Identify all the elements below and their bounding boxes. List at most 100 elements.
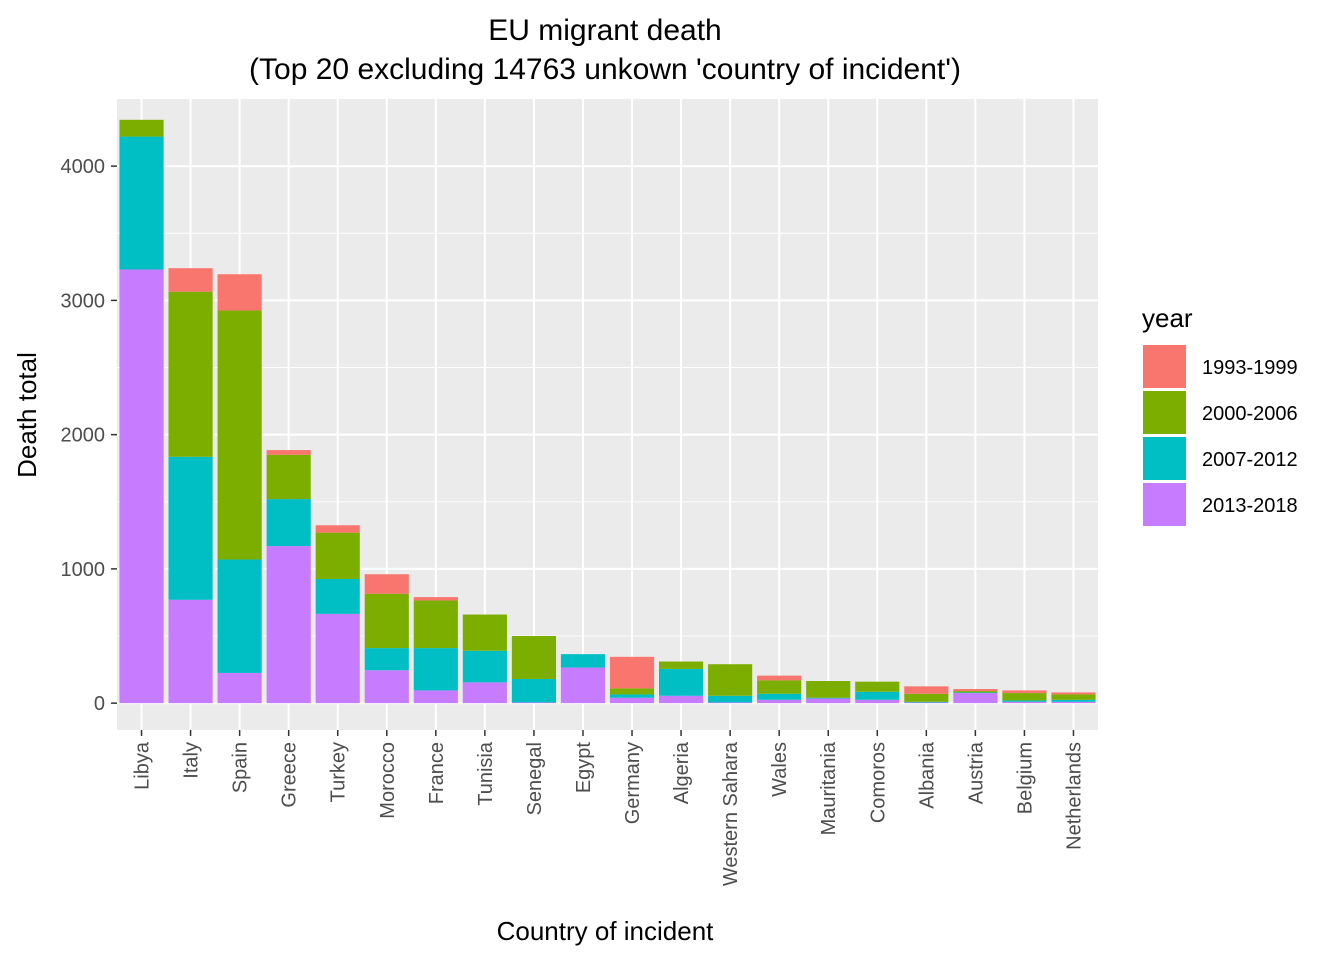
bar-turkey-2000-2006 xyxy=(315,532,360,579)
x-tick-label-spain: Spain xyxy=(230,742,252,793)
bar-wales-1993-1999 xyxy=(757,675,802,681)
y-tick-label: 2000 xyxy=(61,425,106,447)
legend-label-2007-2012: 2007-2012 xyxy=(1202,449,1298,471)
bar-algeria-2007-2012 xyxy=(659,668,704,696)
legend-label-2013-2018: 2013-2018 xyxy=(1202,495,1298,517)
bar-senegal-2000-2006 xyxy=(511,636,556,679)
y-tick-label: 1000 xyxy=(61,559,106,581)
bar-austria-2000-2006 xyxy=(953,691,998,693)
bar-albania-2013-2018 xyxy=(904,702,949,704)
legend-label-1993-1999: 1993-1999 xyxy=(1202,357,1298,379)
bar-spain-2000-2006 xyxy=(217,310,262,560)
x-tick-label-comoros: Comoros xyxy=(867,742,889,823)
bar-germany-2000-2006 xyxy=(609,688,655,695)
bar-senegal-2007-2012 xyxy=(511,678,556,703)
bar-morocco-2007-2012 xyxy=(364,648,409,671)
bar-wales-2007-2012 xyxy=(757,693,802,700)
y-axis: 0 1000 2000 3000 4000 xyxy=(61,156,117,715)
y-tick-label: 0 xyxy=(94,693,105,715)
x-tick-label-turkey: Turkey xyxy=(328,742,350,802)
bar-belgium-2013-2018 xyxy=(1002,701,1047,704)
chart-subtitle: (Top 20 excluding 14763 unkown 'country … xyxy=(249,53,961,86)
x-tick-label-egypt: Egypt xyxy=(573,742,595,794)
bar-mauritania-2013-2018 xyxy=(806,698,851,704)
bar-greece-2007-2012 xyxy=(266,499,311,547)
bar-layer xyxy=(119,119,1096,704)
bar-netherlands-2013-2018 xyxy=(1051,701,1096,704)
x-tick-label-germany: Germany xyxy=(622,742,644,824)
bar-morocco-2013-2018 xyxy=(364,670,409,704)
x-tick-label-netherlands: Netherlands xyxy=(1063,742,1085,850)
bar-greece-1993-1999 xyxy=(266,450,311,455)
chart-title: EU migrant death xyxy=(488,14,721,47)
bar-western-sahara-2013-2018 xyxy=(708,702,753,704)
legend-title: year xyxy=(1142,303,1193,333)
bar-spain-2013-2018 xyxy=(217,672,262,704)
bar-mauritania-2000-2006 xyxy=(806,680,851,698)
bar-netherlands-2007-2012 xyxy=(1051,699,1096,702)
bar-france-2000-2006 xyxy=(413,600,458,649)
bar-albania-1993-1999 xyxy=(904,686,949,694)
bar-wales-2000-2006 xyxy=(757,680,802,694)
bar-egypt-2013-2018 xyxy=(560,667,606,704)
y-tick-label: 4000 xyxy=(61,156,106,178)
bar-belgium-2007-2012 xyxy=(1002,700,1047,702)
x-tick-label-tunisia: Tunisia xyxy=(475,741,497,806)
bar-netherlands-2000-2006 xyxy=(1051,694,1096,700)
bar-germany-1993-1999 xyxy=(609,656,655,689)
bar-germany-2013-2018 xyxy=(609,697,655,704)
bar-algeria-2000-2006 xyxy=(659,661,704,669)
bar-italy-1993-1999 xyxy=(168,268,213,292)
bar-italy-2007-2012 xyxy=(168,456,213,600)
bar-libya-2007-2012 xyxy=(119,136,164,270)
x-tick-label-italy: Italy xyxy=(181,742,203,779)
x-tick-label-senegal: Senegal xyxy=(524,742,546,815)
x-tick-label-mauritania: Mauritania xyxy=(818,741,840,835)
bar-belgium-2000-2006 xyxy=(1002,693,1047,701)
bar-france-1993-1999 xyxy=(413,597,458,601)
bar-morocco-2000-2006 xyxy=(364,593,409,649)
bar-austria-2013-2018 xyxy=(953,693,998,704)
x-tick-label-greece: Greece xyxy=(279,742,301,808)
x-tick-label-libya: Libya xyxy=(132,741,154,790)
x-axis: Libya Italy Spain Greece Turkey Morocco France… xyxy=(132,730,1085,886)
x-axis-title: Country of incident xyxy=(497,916,715,946)
bar-comoros-2000-2006 xyxy=(855,681,900,692)
bar-belgium-1993-1999 xyxy=(1002,690,1047,694)
bar-albania-2000-2006 xyxy=(904,693,949,702)
bar-western-sahara-2000-2006 xyxy=(708,664,753,696)
x-tick-label-wales: Wales xyxy=(769,742,791,797)
bar-comoros-2007-2012 xyxy=(855,691,900,700)
legend-key-2013-2018 xyxy=(1143,483,1186,526)
bar-spain-2007-2012 xyxy=(217,559,262,673)
bar-morocco-1993-1999 xyxy=(364,574,409,594)
bar-libya-2000-2006 xyxy=(119,119,164,137)
x-tick-label-algeria: Algeria xyxy=(671,741,693,804)
x-tick-label-belgium: Belgium xyxy=(1014,742,1036,814)
bar-tunisia-2013-2018 xyxy=(462,682,507,704)
bar-france-2013-2018 xyxy=(413,690,458,704)
bar-western-sahara-2007-2012 xyxy=(708,695,753,703)
bar-comoros-2013-2018 xyxy=(855,699,900,704)
bar-egypt-2007-2012 xyxy=(560,654,606,668)
bar-austria-1993-1999 xyxy=(953,689,998,692)
y-axis-title: Death total xyxy=(12,352,42,478)
bar-germany-2007-2012 xyxy=(609,694,655,698)
x-tick-label-morocco: Morocco xyxy=(377,742,399,819)
legend-key-2007-2012 xyxy=(1143,437,1186,480)
x-tick-label-western-sahara: Western Sahara xyxy=(720,741,742,886)
x-tick-label-austria: Austria xyxy=(965,741,987,804)
bar-wales-2013-2018 xyxy=(757,699,802,704)
x-tick-label-france: France xyxy=(426,742,448,804)
bar-greece-2013-2018 xyxy=(266,546,311,704)
bar-algeria-2013-2018 xyxy=(659,695,704,704)
bar-italy-2013-2018 xyxy=(168,599,213,704)
bar-spain-1993-1999 xyxy=(217,274,262,311)
bar-tunisia-2000-2006 xyxy=(462,614,507,651)
bar-libya-2013-2018 xyxy=(119,269,164,704)
bar-greece-2000-2006 xyxy=(266,454,311,500)
legend-key-2000-2006 xyxy=(1143,391,1186,434)
bar-albania-2007-2012 xyxy=(904,701,949,703)
